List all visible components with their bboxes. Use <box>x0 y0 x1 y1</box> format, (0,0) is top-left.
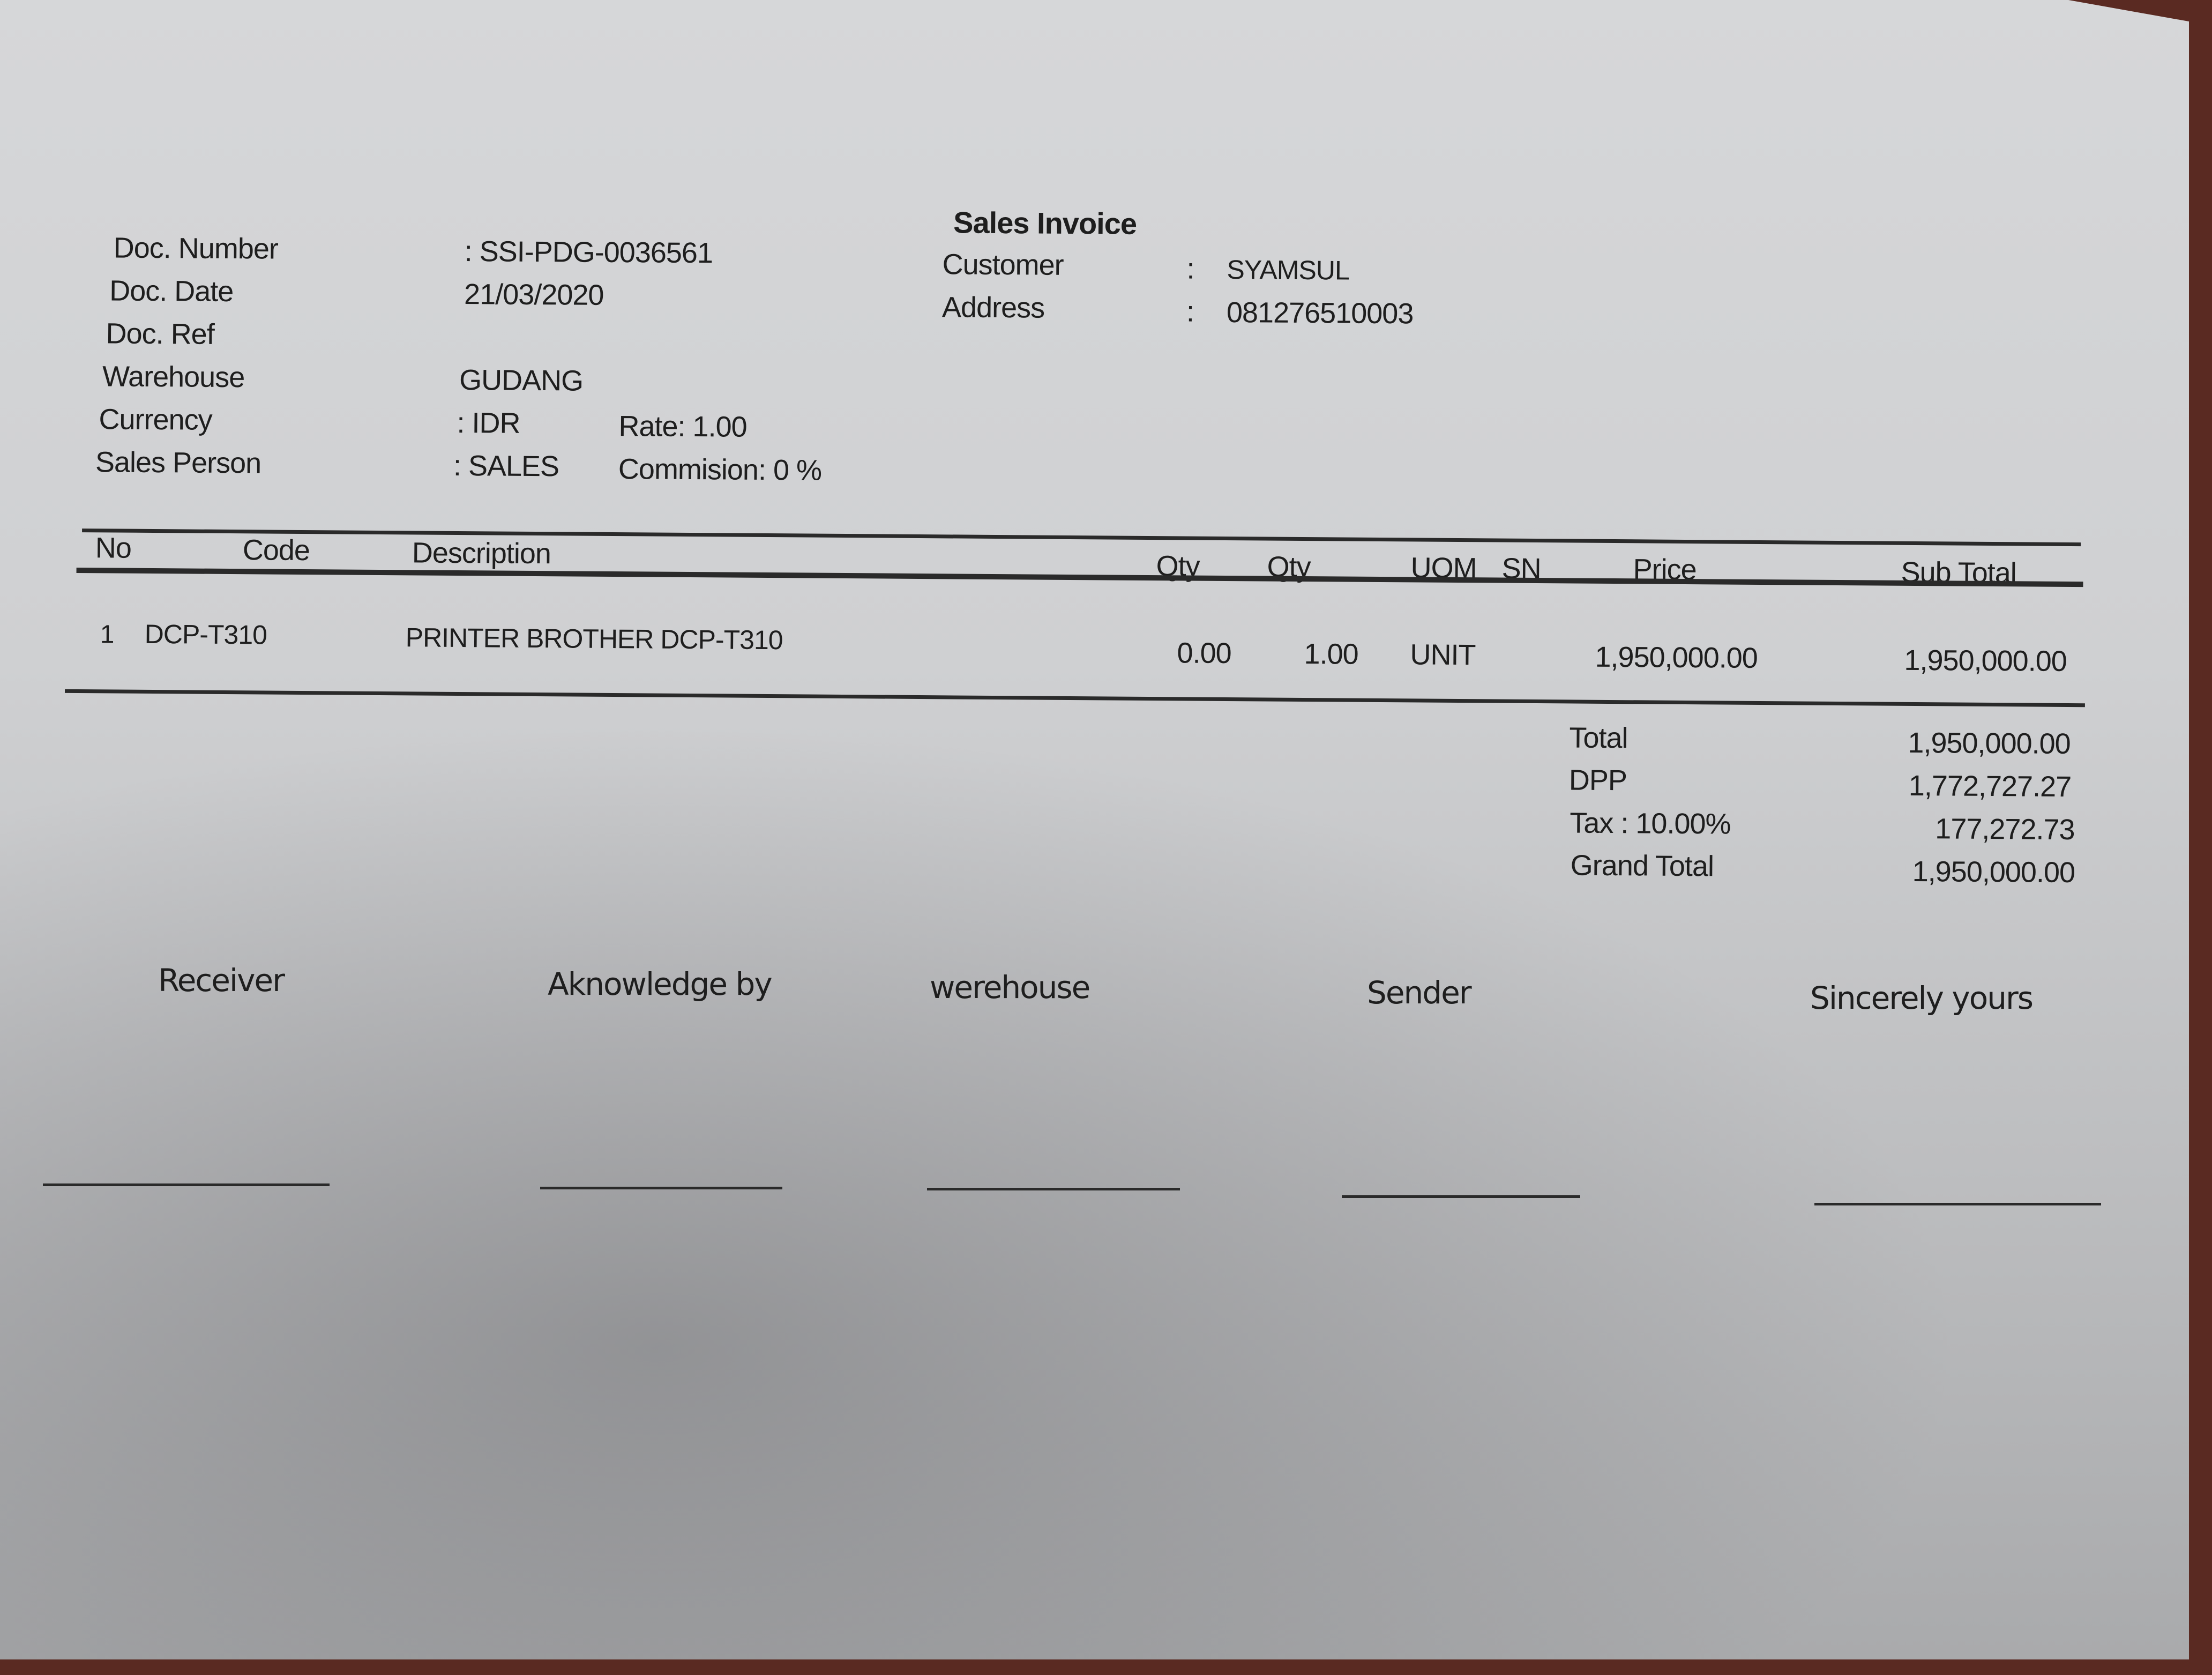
column-header-code: Code <box>242 534 310 567</box>
row-uom: UNIT <box>1410 638 1476 672</box>
tax-label: Tax : 10.00% <box>1570 807 1731 840</box>
tax-value: 177,272.73 <box>1935 813 2075 846</box>
signature-line-warehouse <box>927 1183 1180 1190</box>
row-code: DCP-T310 <box>144 619 267 650</box>
signature-line-sincerely <box>1814 1198 2101 1205</box>
total-label: Total <box>1569 721 1628 755</box>
customer-label: Customer <box>942 248 1064 281</box>
address-separator: : <box>1186 295 1194 328</box>
signature-line-sender <box>1342 1191 1580 1198</box>
address-value: 081276510003 <box>1226 296 1414 330</box>
signature-label-sender: Sender <box>1367 974 1472 1011</box>
dpp-value: 1,772,727.27 <box>1908 769 2072 803</box>
currency-value: : IDR <box>457 406 520 440</box>
document-title: Sales Invoice <box>953 205 1137 241</box>
doc-date-value: 21/03/2020 <box>464 278 604 311</box>
signature-line-receiver <box>43 1179 330 1186</box>
customer-separator: : <box>1186 252 1194 285</box>
doc-number-value: : SSI-PDG-0036561 <box>464 235 713 270</box>
row-description: PRINTER BROTHER DCP-T310 <box>405 622 783 656</box>
column-header-no: No <box>95 532 132 564</box>
signature-label-sincerely: Sincerely yours <box>1810 980 2034 1016</box>
doc-ref-label: Doc. Ref <box>106 317 214 351</box>
doc-date-label: Doc. Date <box>109 274 234 308</box>
table-top-rule <box>82 528 2081 547</box>
signature-line-acknowledge <box>540 1182 782 1189</box>
row-subtotal: 1,950,000.00 <box>1904 644 2067 678</box>
row-qty-2: 1.00 <box>1304 638 1358 671</box>
commission-value: Commision: 0 % <box>618 453 822 487</box>
grand-total-value: 1,950,000.00 <box>1912 855 2075 889</box>
dpp-label: DPP <box>1568 764 1627 797</box>
signature-label-acknowledge: Aknowledge by <box>548 966 773 1002</box>
total-value: 1,950,000.00 <box>1908 726 2071 761</box>
row-qty: 0.00 <box>1177 637 1231 670</box>
grand-total-label: Grand Total <box>1570 849 1714 883</box>
warehouse-label: Warehouse <box>102 360 245 394</box>
table-header-rule <box>76 568 2083 587</box>
row-no: 1 <box>100 620 114 649</box>
sales-person-value: : SALES <box>453 449 559 483</box>
sales-person-label: Sales Person <box>95 446 261 480</box>
row-price: 1,950,000.00 <box>1595 641 1758 674</box>
rate-value: Rate: 1.00 <box>618 410 747 443</box>
signature-label-receiver: Receiver <box>158 962 285 999</box>
signature-label-warehouse: werehouse <box>930 969 1090 1006</box>
table-bottom-rule <box>64 689 2085 708</box>
currency-label: Currency <box>99 403 212 436</box>
address-label: Address <box>941 291 1045 324</box>
column-header-description: Description <box>412 537 551 570</box>
doc-number-label: Doc. Number <box>113 232 279 265</box>
warehouse-value: GUDANG <box>459 364 584 397</box>
customer-value: SYAMSUL <box>1227 254 1349 286</box>
